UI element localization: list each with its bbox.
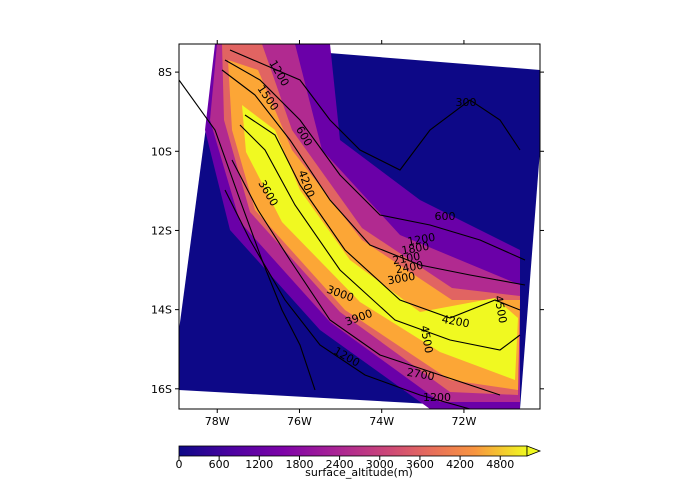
contour-label: 2100 xyxy=(391,250,421,268)
colorbar-extend xyxy=(526,445,542,457)
contour-label: 300 xyxy=(456,96,477,109)
colorbar-tick-label: 2400 xyxy=(326,458,354,471)
y-tick-label: 12S xyxy=(151,224,172,237)
colorbar-tick-label: 4800 xyxy=(486,458,514,471)
altitude-field xyxy=(179,44,540,409)
contour-label: 2400 xyxy=(394,259,424,277)
colorbar-tick-label: 1800 xyxy=(285,458,313,471)
colorbar-label: surface_altitude(m) xyxy=(305,466,413,479)
y-tick-label: 16S xyxy=(151,383,172,396)
x-tick-label: 78W xyxy=(205,415,230,428)
x-tick-label: 76W xyxy=(287,415,312,428)
contour-label: 4200 xyxy=(441,313,471,331)
colorbar-tick-label: 0 xyxy=(176,458,183,471)
contour-label: 4500 xyxy=(492,294,510,324)
x-tick-label: 74W xyxy=(369,415,394,428)
contour-label: 3000 xyxy=(386,270,416,288)
y-tick-label: 10S xyxy=(151,145,172,158)
colorbar-tick-label: 1200 xyxy=(245,458,273,471)
contour-line xyxy=(244,114,521,319)
contour-label: 1200 xyxy=(406,231,436,249)
contour-line xyxy=(231,159,501,396)
contour-line xyxy=(229,49,521,171)
colorbar-tick-label: 3600 xyxy=(406,458,434,471)
plot-frame xyxy=(178,43,541,410)
contour-line xyxy=(224,59,526,261)
contour-line xyxy=(224,189,471,409)
contour-line xyxy=(221,69,526,286)
y-tick-label: 8S xyxy=(158,66,172,79)
colorbar-tick-label: 3000 xyxy=(366,458,394,471)
colorbar-tick-label: 4200 xyxy=(446,458,474,471)
contour-label: 4500 xyxy=(418,324,436,354)
contour-label: 1200 xyxy=(423,391,451,404)
contour-label: 1800 xyxy=(400,240,430,258)
y-tick-label: 14S xyxy=(151,304,172,317)
x-tick-label: 72W xyxy=(451,415,476,428)
colorbar-tick-label: 600 xyxy=(209,458,230,471)
contour-line xyxy=(239,124,521,351)
contour-label: 2700 xyxy=(406,366,436,384)
contour-label: 600 xyxy=(435,210,456,223)
colorbar xyxy=(178,445,528,457)
